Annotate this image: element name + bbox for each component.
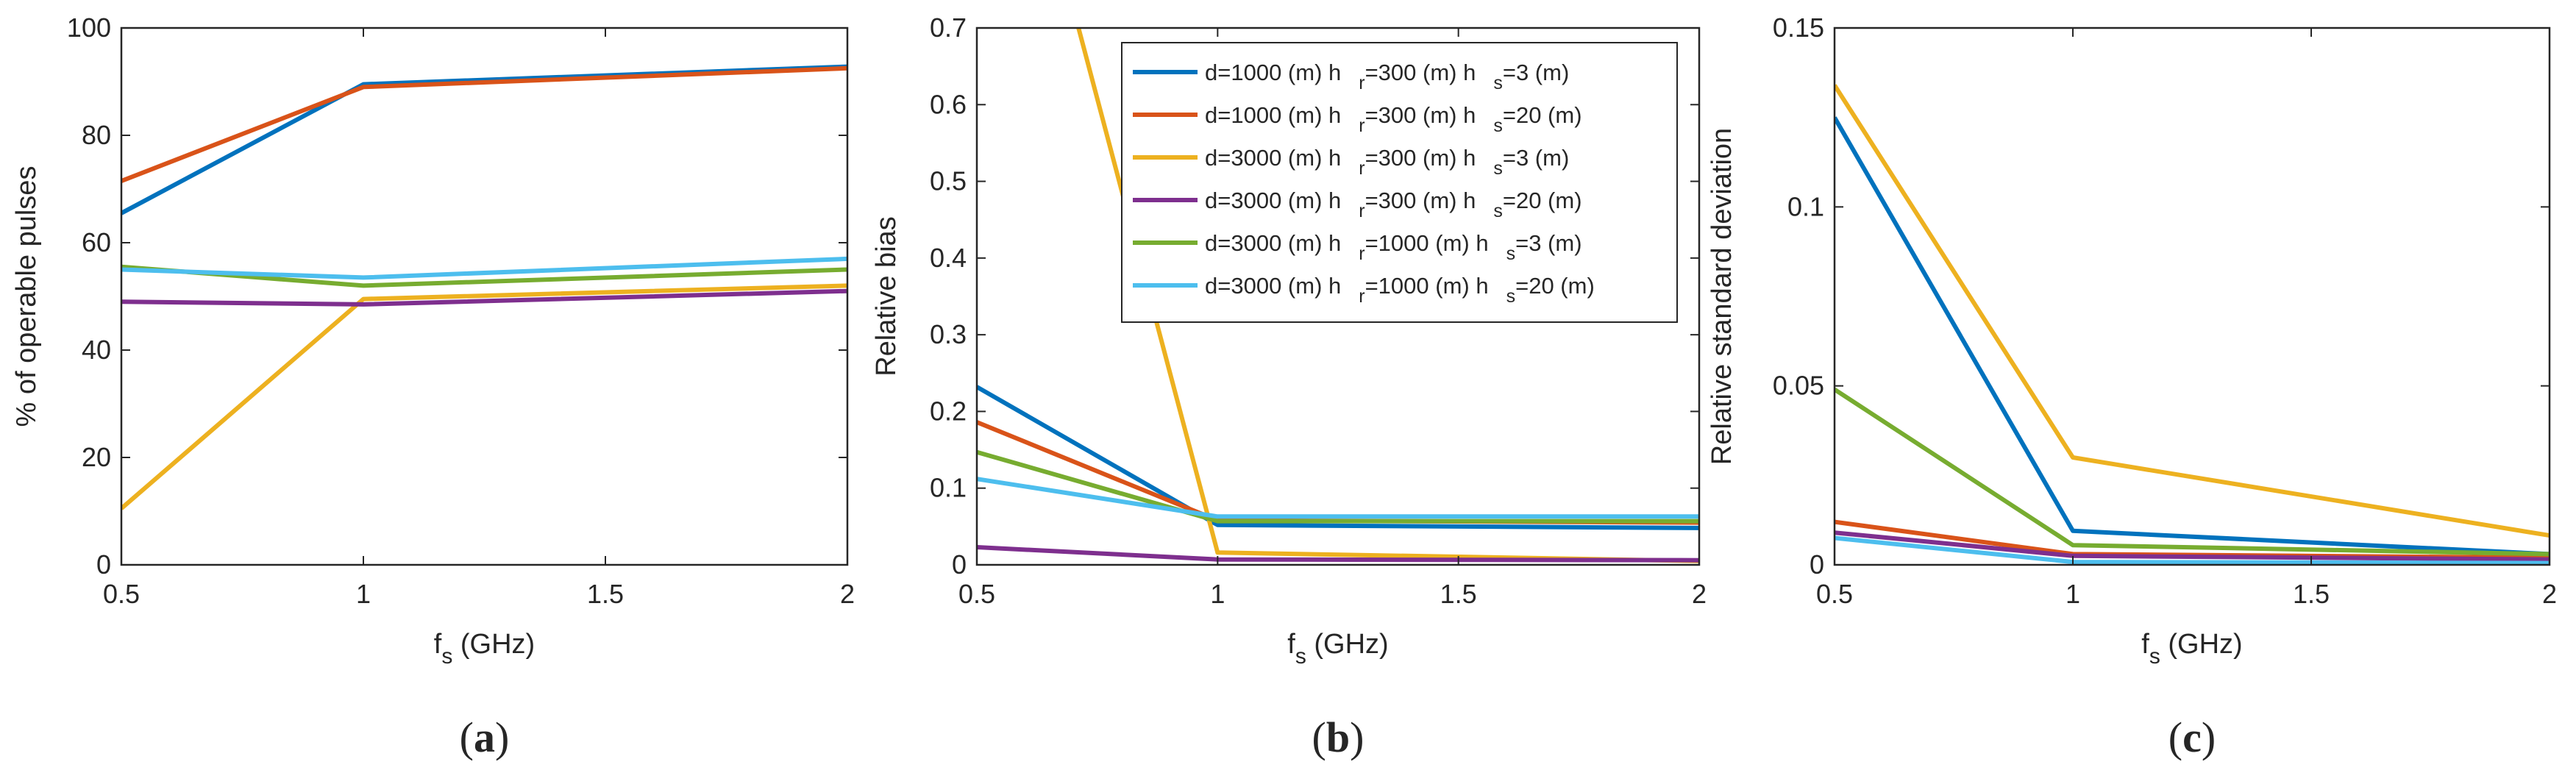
y-tick-label: 40 <box>82 335 111 365</box>
y-tick-label: 0.3 <box>930 319 967 349</box>
panel-c: 0.5 1 1.5 2 0 0.05 0.1 0.15 fs (GHz) Relative sta… <box>1707 13 2557 761</box>
x-tick-label: 0.5 <box>1816 579 1853 609</box>
y-tick-label: 0.15 <box>1773 13 1824 43</box>
legend-label: d=3000 (m) h r=1000 (m) h s=3 (m) <box>1205 230 1582 264</box>
y-tick-label: 0 <box>96 549 111 580</box>
series-line-5 <box>977 449 1699 524</box>
legend-label: d=3000 (m) h r=300 (m) h s=20 (m) <box>1205 188 1582 221</box>
y-tick-label: 100 <box>67 13 111 43</box>
legend-label: d=1000 (m) h r=300 (m) h s=3 (m) <box>1205 60 1569 93</box>
series-line-3 <box>121 283 847 510</box>
x-tick-label: 2 <box>1692 579 1707 609</box>
x-tick-label: 1.5 <box>587 579 624 609</box>
panel-label: (c) <box>2168 713 2216 761</box>
axes-box <box>975 26 1701 566</box>
x-tick-label: 0.5 <box>103 579 140 609</box>
y-axis-label: % of operable pulses <box>11 166 42 427</box>
y-tick-label: 0.1 <box>1787 191 1824 221</box>
x-axis-label: fs (GHz) <box>434 629 535 669</box>
axes-box <box>120 26 849 566</box>
legend: d=1000 (m) h r=300 (m) h s=3 (m) d=1000 (m)… <box>1121 42 1678 323</box>
y-axis-label: Relative bias <box>871 216 902 377</box>
x-tick-label: 0.5 <box>958 579 995 609</box>
series-line-1 <box>1835 116 2550 557</box>
series-group <box>121 64 847 510</box>
x-tick-label: 2 <box>2542 579 2557 609</box>
panel-label: (b) <box>1312 713 1365 761</box>
x-tick-label: 2 <box>840 579 855 609</box>
series-line-1 <box>977 385 1699 530</box>
x-tick-label: 1 <box>1210 579 1225 609</box>
y-tick-label: 60 <box>82 227 111 257</box>
x-tick-label: 1.5 <box>1440 579 1477 609</box>
series-group <box>977 28 1699 563</box>
y-tick-label: 0 <box>1810 549 1824 580</box>
legend-label: d=3000 (m) h r=1000 (m) h s=20 (m) <box>1205 273 1595 307</box>
series-line-6 <box>121 256 847 280</box>
y-tick-label: 0.6 <box>930 89 967 119</box>
y-tick-label: 0.7 <box>930 13 967 43</box>
legend-label: d=3000 (m) h r=300 (m) h s=3 (m) <box>1205 145 1569 179</box>
series-line-2 <box>121 65 847 183</box>
series-group <box>1835 84 2550 565</box>
x-tick-label: 1 <box>356 579 371 609</box>
y-tick-label: 20 <box>82 442 111 472</box>
y-tick-label: 0.05 <box>1773 371 1824 401</box>
legend-label: d=1000 (m) h r=300 (m) h s=20 (m) <box>1205 102 1582 136</box>
plot-area <box>1835 28 2550 565</box>
series-line-3 <box>1835 84 2550 538</box>
series-line-4 <box>1835 530 2550 562</box>
x-axis-label: fs (GHz) <box>1287 629 1388 669</box>
y-tick-label: 0.2 <box>930 396 967 426</box>
y-tick-label: 0.1 <box>930 473 967 503</box>
panel-b: 0.5 1 1.5 2 0 0.1 0.2 0.3 0.4 0.5 0.6 0.7 fs (GHz) Re… <box>871 13 1707 761</box>
panel-label: (a) <box>460 713 510 761</box>
y-tick-label: 0 <box>952 549 967 580</box>
legend-box <box>1121 42 1678 323</box>
series-line-5 <box>1835 387 2550 557</box>
x-tick-label: 1 <box>2066 579 2080 609</box>
y-tick-label: 80 <box>82 120 111 150</box>
x-axis-label: fs (GHz) <box>2141 629 2242 669</box>
series-line-6 <box>977 477 1699 519</box>
axes-box <box>1833 26 2551 566</box>
y-tick-label: 0.4 <box>930 243 967 273</box>
x-tick-label: 1.5 <box>2293 579 2330 609</box>
series-line-4 <box>121 288 847 307</box>
y-tick-label: 0.5 <box>930 166 967 196</box>
y-axis-label: Relative standard deviation <box>1707 128 1737 465</box>
